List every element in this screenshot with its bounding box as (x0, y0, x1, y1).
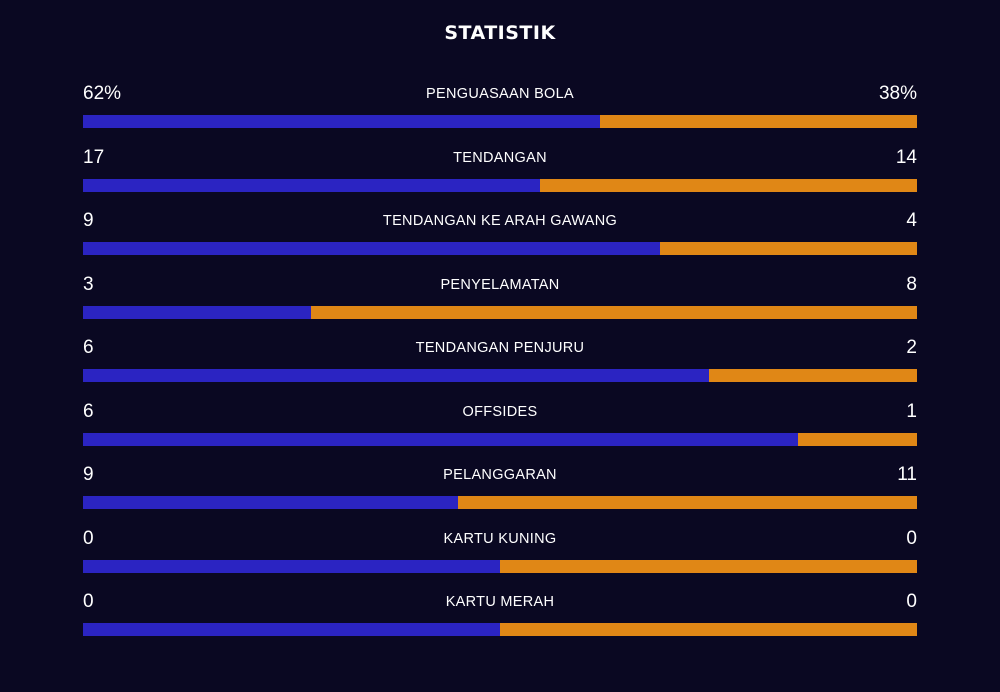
stat-row: 3 PENYELAMATAN 8 (83, 273, 917, 333)
stat-home-value: 3 (83, 273, 94, 295)
stat-home-bar (83, 178, 541, 192)
stat-label: TENDANGAN KE ARAH GAWANG (382, 213, 618, 229)
stat-home-value: 9 (83, 210, 94, 231)
stat-home-value: 62% (83, 83, 122, 104)
stat-home-bar (83, 496, 459, 509)
stat-row: 6 OFFSIDES 1 (83, 400, 917, 460)
stat-comparison-bar (83, 496, 917, 509)
stat-home-value: 17 (83, 146, 105, 168)
stat-home-bar (83, 623, 500, 636)
stat-comparison-bar (83, 623, 917, 636)
stat-away-value: 1 (906, 400, 917, 422)
stat-row: 62% PENGUASAAN BOLA 38% (83, 82, 917, 142)
stat-row: 0 KARTU KUNING 0 (83, 527, 917, 587)
stat-comparison-bar (83, 178, 917, 192)
stat-label: KARTU KUNING (443, 530, 557, 547)
stat-label: TENDANGAN PENJURU (415, 340, 585, 356)
stat-comparison-bar (83, 559, 917, 573)
stat-away-value: 0 (906, 591, 917, 612)
stat-home-bar (83, 115, 601, 128)
stat-home-bar (83, 369, 709, 382)
stat-home-value: 6 (83, 337, 94, 358)
stat-label: OFFSIDES (462, 403, 538, 420)
stat-away-value: 11 (897, 464, 917, 485)
stat-label: PENYELAMATAN (440, 276, 560, 293)
stat-away-value: 8 (906, 273, 917, 295)
page-title: STATISTIK (444, 22, 556, 44)
stat-away-value: 14 (895, 146, 917, 168)
stat-row: 0 KARTU MERAH 0 (83, 590, 917, 650)
stat-home-value: 6 (83, 400, 94, 422)
stat-away-bar (500, 559, 917, 573)
stat-row: 6 TENDANGAN PENJURU 2 (83, 336, 917, 396)
stat-away-value: 4 (906, 210, 917, 231)
stat-home-value: 9 (83, 464, 94, 485)
stat-label: TENDANGAN (453, 149, 547, 166)
stat-comparison-bar (83, 369, 917, 382)
stat-home-bar (83, 559, 500, 573)
stat-away-bar (310, 305, 917, 319)
stat-comparison-bar (83, 305, 917, 319)
stat-comparison-bar (83, 432, 917, 446)
stat-away-bar (458, 496, 917, 509)
stat-home-bar (83, 432, 798, 446)
stat-away-bar (500, 623, 917, 636)
stat-home-value: 0 (83, 591, 94, 612)
stat-home-value: 0 (83, 527, 94, 549)
stat-away-bar (540, 178, 917, 192)
stat-comparison-bar (83, 242, 917, 255)
stat-away-value: 0 (906, 527, 917, 549)
stat-away-bar (797, 432, 917, 446)
stat-away-bar (660, 242, 917, 255)
stat-row: 17 TENDANGAN 14 (83, 146, 917, 206)
stat-label: KARTU MERAH (445, 594, 555, 610)
stat-row: 9 PELANGGARAN 11 (83, 463, 917, 523)
stat-comparison-bar (83, 115, 917, 128)
stat-away-value: 38% (878, 83, 917, 104)
stat-away-value: 2 (906, 337, 917, 358)
stat-label: PENGUASAAN BOLA (426, 86, 574, 102)
stat-home-bar (83, 305, 311, 319)
stat-home-bar (83, 242, 661, 255)
stat-away-bar (600, 115, 917, 128)
stat-row: 9 TENDANGAN KE ARAH GAWANG 4 (83, 209, 917, 269)
stat-away-bar (708, 369, 917, 382)
stat-label: PELANGGARAN (443, 467, 557, 483)
